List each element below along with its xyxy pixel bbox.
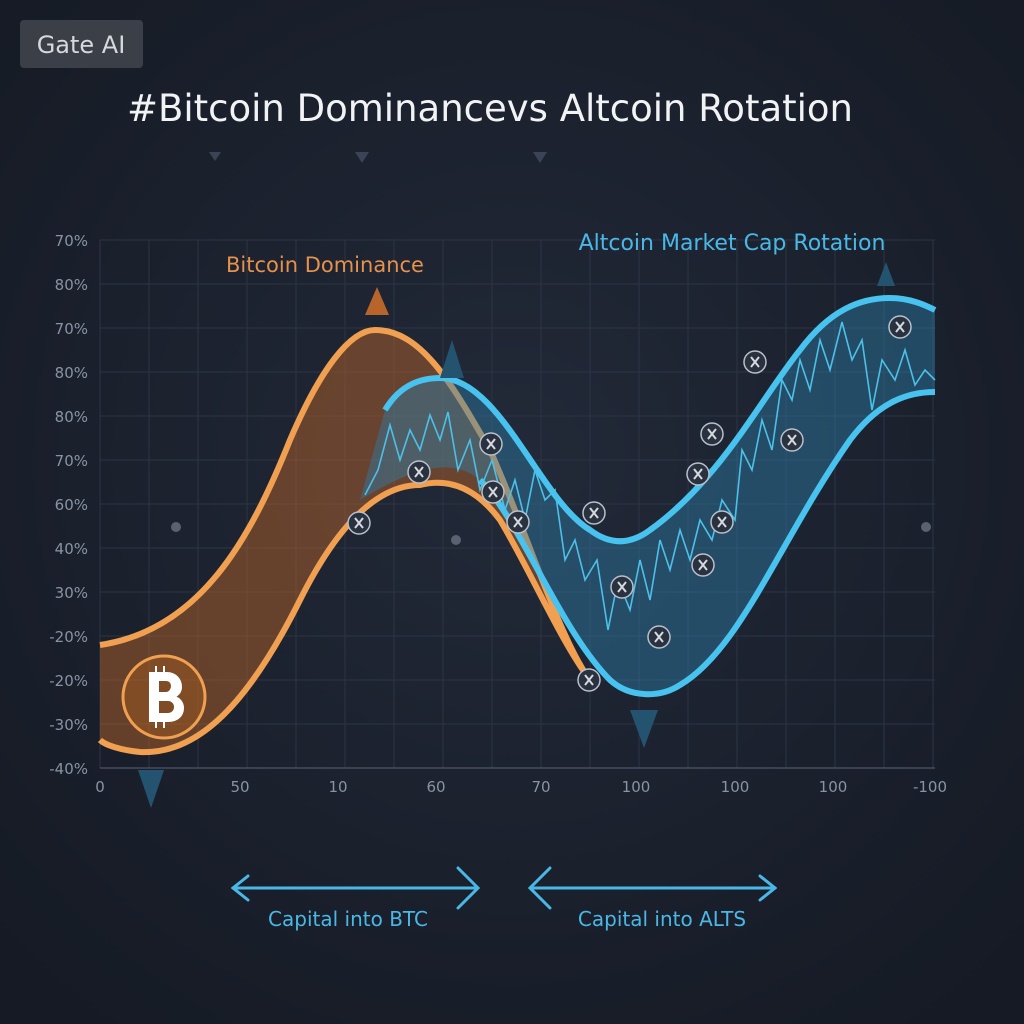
coin-icons bbox=[347, 315, 912, 692]
y-axis-label: -20% bbox=[49, 628, 88, 646]
flow-alts: Capital into ALTS bbox=[578, 907, 746, 931]
y-axis-label: -30% bbox=[49, 716, 88, 734]
coin-glyph bbox=[895, 321, 905, 333]
coin-glyph bbox=[354, 517, 364, 529]
coin-glyph bbox=[414, 466, 424, 478]
x-axis-labels: 0 50 10 60 70 100 100 100 -100 bbox=[95, 778, 947, 796]
y-axis-label: 70% bbox=[55, 232, 88, 250]
x-axis-label: 100 bbox=[622, 778, 651, 796]
coin-glyph bbox=[486, 438, 496, 450]
x-axis-label: -100 bbox=[913, 778, 947, 796]
altcoin-upper bbox=[382, 294, 937, 545]
x-axis-label: 100 bbox=[721, 778, 750, 796]
altcoin-label: Altcoin Market Cap Rotation bbox=[579, 231, 886, 256]
altcoin-lower bbox=[477, 389, 936, 698]
bitcoin-glyph bbox=[149, 666, 185, 728]
coin-glyph bbox=[488, 486, 498, 498]
y-axis-labels: 70% 80% 70% 80% 80% 70% 60% 40% 30% -20% -20% -30% -… bbox=[49, 232, 88, 778]
coin-glyph bbox=[584, 674, 594, 686]
coin-glyph bbox=[513, 516, 523, 528]
coin-glyph bbox=[654, 631, 664, 643]
decor-dots bbox=[171, 522, 931, 545]
y-axis-label: 80% bbox=[55, 364, 88, 382]
bitcoin-upper bbox=[99, 326, 593, 682]
x-axis-label: 10 bbox=[328, 778, 347, 796]
decor-triangles-blue bbox=[138, 262, 895, 808]
coin-glyph bbox=[717, 516, 727, 528]
x-axis-label: 0 bbox=[95, 778, 105, 796]
y-axis-label: 70% bbox=[55, 320, 88, 338]
x-axis-label: 50 bbox=[230, 778, 249, 796]
x-axis-label: 70 bbox=[531, 778, 550, 796]
bitcoin-label: Bitcoin Dominance bbox=[226, 253, 424, 277]
flow-btc: Capital into BTC bbox=[268, 907, 428, 931]
y-axis-label: 80% bbox=[55, 408, 88, 426]
y-axis-label: -20% bbox=[49, 672, 88, 690]
coin-glyph bbox=[589, 507, 599, 519]
coin-glyph bbox=[707, 428, 717, 440]
y-axis-label: 80% bbox=[55, 276, 88, 294]
badge: Gate AI bbox=[37, 31, 126, 59]
coin-glyph bbox=[617, 581, 627, 593]
flow-arrows bbox=[230, 866, 778, 910]
badge-box bbox=[20, 20, 143, 68]
coin-glyph bbox=[787, 434, 797, 446]
y-axis-label: 70% bbox=[55, 452, 88, 470]
y-axis-label: 30% bbox=[55, 584, 88, 602]
coin-glyph bbox=[698, 559, 708, 571]
y-axis-label: 40% bbox=[55, 540, 88, 558]
coin-glyph bbox=[750, 356, 760, 368]
bitcoin-band bbox=[100, 330, 590, 753]
decor-triangle bbox=[365, 287, 389, 315]
altcoin-price-line bbox=[364, 321, 936, 631]
y-axis-label: -40% bbox=[49, 760, 88, 778]
title: #Bitcoin Dominancevs Altcoin Rotation bbox=[127, 87, 853, 130]
x-axis-label: 60 bbox=[426, 778, 445, 796]
decor-triangles bbox=[209, 152, 547, 163]
bitcoin-lower bbox=[97, 479, 593, 756]
coin-glyph bbox=[693, 468, 703, 480]
x-axis-label: 100 bbox=[819, 778, 848, 796]
y-axis-label: 60% bbox=[55, 496, 88, 514]
